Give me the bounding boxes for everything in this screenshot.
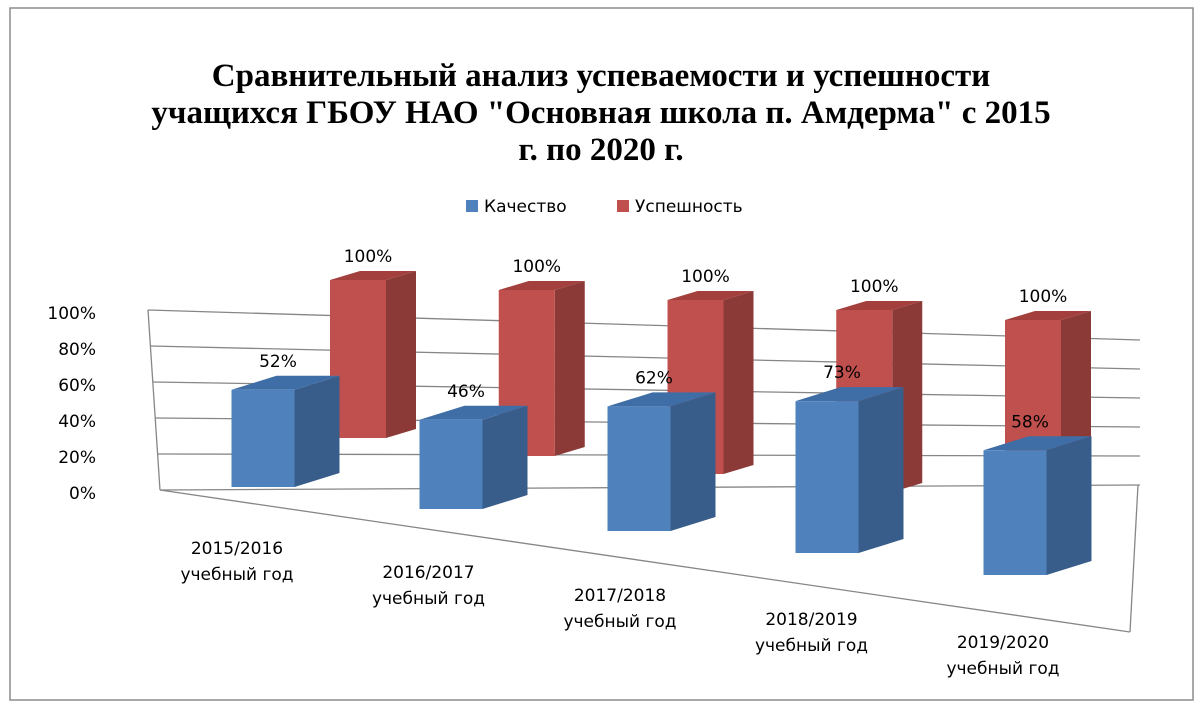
y-tick-label: 100% [47,304,96,324]
legend-label: Качество [484,197,567,217]
value-label: 46% [447,382,485,402]
x-tick-label: 2017/2018 учебный год [563,586,677,632]
bar-top [498,281,585,290]
bar-side [723,291,754,474]
bar-front [231,389,295,487]
axes-frame [147,309,1139,633]
value-label: 73% [823,363,861,383]
value-label: 62% [635,368,673,388]
legend-swatch [617,200,629,212]
bar-side [858,387,904,553]
value-label: 100% [512,257,561,277]
chart-title: Сравнительный анализ успеваемости и успе… [151,58,1051,168]
y-tick-label: 0% [69,484,96,504]
bar-front [795,401,859,553]
bar [330,271,416,438]
bar-top [836,301,923,310]
y-tick-label: 40% [58,412,96,432]
value-label: 100% [681,267,730,287]
bar-side [294,375,340,487]
bar [983,436,1092,575]
bar-front [607,406,671,531]
bar-front [419,419,483,509]
bar [795,387,904,553]
value-label: 58% [1011,412,1049,432]
value-label: 100% [344,247,393,267]
bar [231,375,340,487]
bar-top [795,387,904,402]
bar-top [1005,311,1091,320]
bar-top [231,375,340,390]
value-label: 100% [850,277,899,297]
x-tick-label: 2016/2017 учебный год [371,562,486,609]
legend-swatch [466,200,478,212]
bar-side [554,281,585,456]
bar-side [482,405,528,509]
chart-border [9,7,1194,701]
y-tick-label: 20% [58,448,96,468]
bar-side [1046,436,1092,575]
x-tick-label: 2018/2019 учебный год [754,609,869,656]
bar [607,392,716,531]
bar-top [607,392,716,407]
value-label: 52% [259,352,297,372]
value-label: 100% [1019,287,1068,307]
legend-label: Успешность [635,197,743,217]
x-tick-label: 2019/2020 учебный год [946,633,1060,679]
bar-front [983,450,1047,575]
y-tick-label: 80% [58,340,96,360]
bar-top [419,405,528,420]
bar-side [670,392,716,531]
bar-top [983,436,1092,451]
bar-top [667,291,754,300]
grid-line [150,345,1141,370]
bar-top [330,271,416,280]
y-tick-label: 60% [58,376,96,396]
bar [419,405,528,509]
x-tick-label: 2015/2016 учебный год [180,539,294,585]
bar-side [386,271,416,438]
grid-line [147,309,1141,341]
